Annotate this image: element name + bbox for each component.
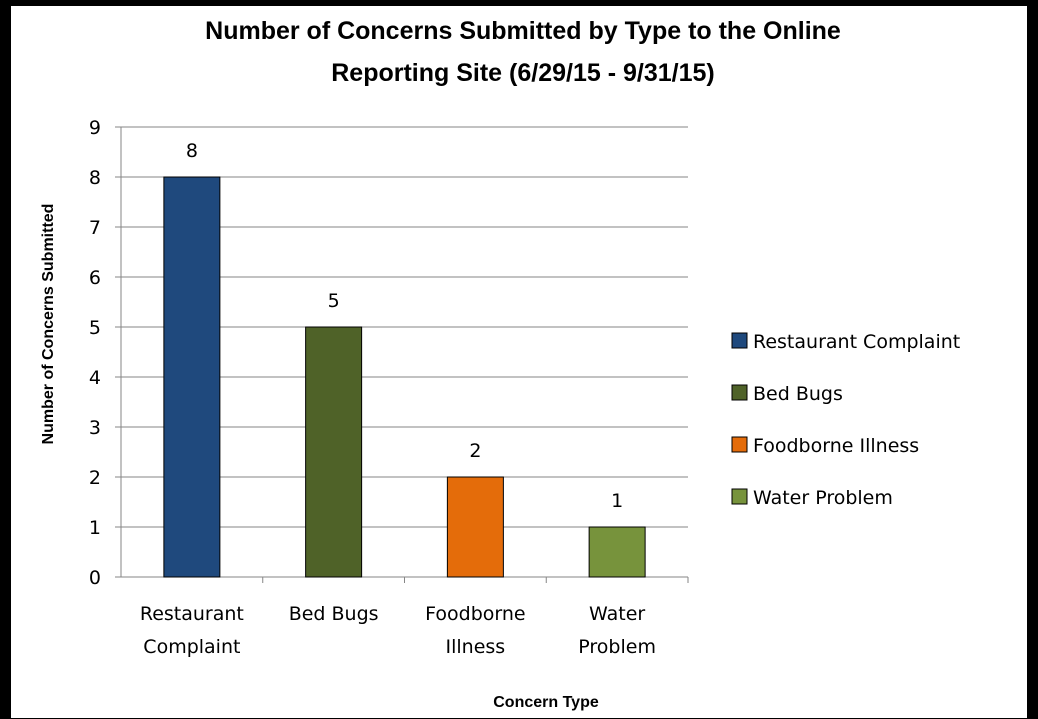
data-label-bed-bugs: 5 — [328, 290, 340, 312]
data-label-restaurant-complaint: 8 — [186, 140, 198, 162]
legend-swatch-water-problem — [731, 488, 748, 505]
data-label-foodborne-illness: 2 — [469, 440, 481, 462]
legend-label-foodborne-illness: Foodborne Illness — [753, 435, 919, 457]
bar-restaurant-complaint — [163, 176, 221, 578]
category-label-foodborne-illness: Foodborne — [425, 603, 525, 625]
category-label-water-problem: Problem — [578, 636, 656, 658]
legend: Restaurant Complaint Bed Bugs Foodborne Il… — [731, 331, 960, 509]
y-tick-label: 6 — [89, 267, 101, 289]
category-label-water-problem: Water — [589, 603, 645, 625]
chart-title-line: Number of Concerns Submitted by Type to … — [205, 17, 841, 45]
legend-swatch-bed-bugs — [731, 384, 748, 401]
chart-area: Number of Concerns Submitted by Type to … — [11, 6, 1027, 718]
data-labels: 8 5 2 1 — [186, 140, 623, 512]
y-tick-label: 0 — [89, 567, 101, 589]
legend-label-bed-bugs: Bed Bugs — [753, 383, 843, 405]
chart-title: Number of Concerns Submitted by Type to … — [205, 17, 841, 87]
y-tick-label: 7 — [89, 217, 101, 239]
bars — [163, 176, 646, 578]
category-label-restaurant-complaint: Complaint — [143, 636, 240, 658]
legend-swatch-foodborne-illness — [731, 436, 748, 453]
data-label-water-problem: 1 — [611, 490, 623, 512]
bar-chart: Number of Concerns Submitted by Type to … — [40, 17, 960, 711]
bar-foodborne-illness — [446, 476, 504, 578]
chart-title-line: Reporting Site (6/29/15 - 9/31/15) — [331, 59, 714, 87]
y-tick-label: 3 — [89, 417, 101, 439]
y-tick-label: 2 — [89, 467, 101, 489]
category-label-restaurant-complaint: Restaurant — [140, 603, 244, 625]
category-label-foodborne-illness: Illness — [446, 636, 506, 658]
bar-water-problem — [588, 526, 646, 578]
y-axis-title: Number of Concerns Submitted — [40, 204, 57, 445]
legend-label-water-problem: Water Problem — [753, 487, 893, 509]
y-tick-label: 8 — [89, 167, 101, 189]
legend-swatch-restaurant-complaint — [731, 332, 748, 349]
y-tick-label: 5 — [89, 317, 101, 339]
y-tick-label: 1 — [89, 517, 101, 539]
y-tick-label: 4 — [89, 367, 101, 389]
y-tick-label: 9 — [89, 117, 101, 139]
x-axis-title: Concern Type — [493, 694, 599, 711]
category-labels: Restaurant Complaint Bed Bugs Foodborne Illn… — [140, 577, 689, 658]
legend-label-restaurant-complaint: Restaurant Complaint — [753, 331, 960, 353]
category-label-bed-bugs: Bed Bugs — [289, 603, 379, 625]
bar-bed-bugs — [305, 326, 363, 578]
